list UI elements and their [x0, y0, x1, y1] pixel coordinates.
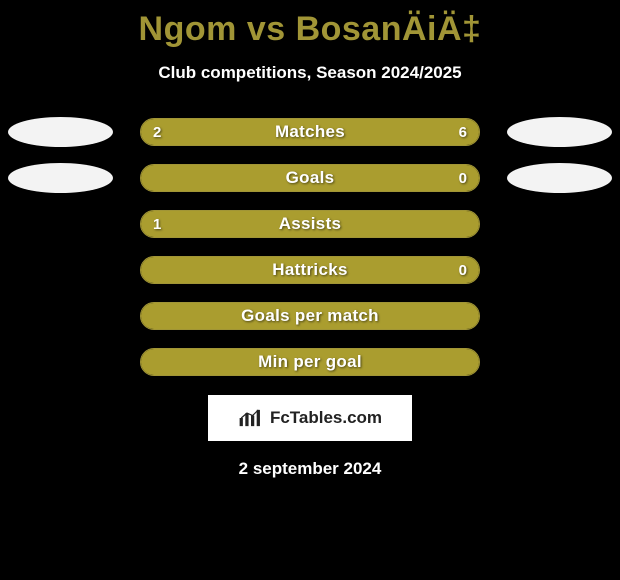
stat-label: Assists	[141, 211, 479, 237]
stats-card: Ngom vs BosanÄiÄ‡ Club competitions, Sea…	[0, 0, 620, 580]
stat-bar: Min per goal	[140, 348, 480, 376]
fctables-logo-icon	[238, 407, 264, 429]
stat-row: 26Matches	[0, 111, 620, 157]
stat-bar: 1Assists	[140, 210, 480, 238]
stat-row: 1Assists	[0, 203, 620, 249]
player-photo-left	[8, 117, 113, 147]
stat-row: 0Hattricks	[0, 249, 620, 295]
stat-label: Matches	[141, 119, 479, 145]
stat-label: Goals per match	[141, 303, 479, 329]
page-title: Ngom vs BosanÄiÄ‡	[0, 0, 620, 49]
stat-label: Hattricks	[141, 257, 479, 283]
brand-badge[interactable]: FcTables.com	[208, 395, 412, 441]
player-photo-right	[507, 163, 612, 193]
subtitle: Club competitions, Season 2024/2025	[0, 63, 620, 83]
stat-row: 0Goals	[0, 157, 620, 203]
brand-text: FcTables.com	[270, 408, 382, 428]
date-text: 2 september 2024	[0, 459, 620, 479]
stat-label: Min per goal	[141, 349, 479, 375]
player-photo-right	[507, 117, 612, 147]
stat-row: Min per goal	[0, 341, 620, 387]
stat-bar: 0Goals	[140, 164, 480, 192]
stat-bar: Goals per match	[140, 302, 480, 330]
stat-bar: 0Hattricks	[140, 256, 480, 284]
stat-row: Goals per match	[0, 295, 620, 341]
stat-label: Goals	[141, 165, 479, 191]
player-photo-left	[8, 163, 113, 193]
stats-rows: 26Matches 0Goals 1Assists 0Hattricks Goals p…	[0, 111, 620, 387]
stat-bar: 26Matches	[140, 118, 480, 146]
